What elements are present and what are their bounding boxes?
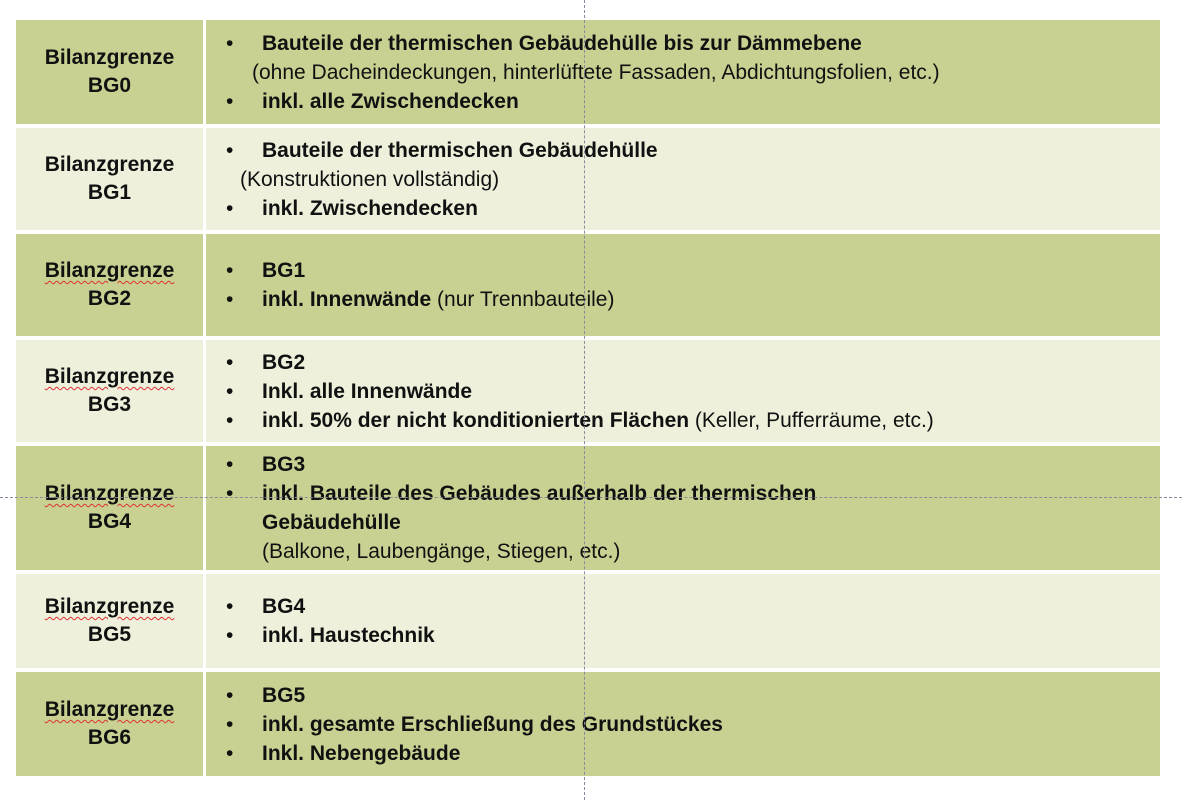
row-label: Bilanzgrenze BG3 bbox=[16, 340, 203, 442]
row-label-title: Bilanzgrenze bbox=[44, 595, 175, 618]
line-bold-text: inkl. Innenwände bbox=[262, 288, 432, 311]
row-label-title: Bilanzgrenze bbox=[44, 365, 175, 388]
bullet-icon: • bbox=[226, 408, 234, 432]
row-label: Bilanzgrenze BG2 bbox=[16, 234, 203, 336]
bullet-icon: • bbox=[226, 482, 234, 505]
description-line: • inkl. Bauteile des Gebäudes außerhalb d… bbox=[226, 479, 1160, 508]
description-line: • BG3 bbox=[226, 450, 1160, 479]
bullet-icon: • bbox=[226, 138, 234, 162]
bullet-icon: • bbox=[226, 453, 234, 476]
line-bold-text: inkl. gesamte Erschließung des Grundstüc… bbox=[262, 712, 723, 736]
table-row: Bilanzgrenze BG0 • Bauteile der thermisch… bbox=[16, 20, 1160, 124]
row-label-code: BG3 bbox=[87, 393, 132, 416]
row-label-title: Bilanzgrenze bbox=[44, 46, 175, 69]
bullet-icon: • bbox=[226, 89, 234, 113]
row-label-code: BG0 bbox=[87, 74, 132, 97]
line-bold-text: BG3 bbox=[262, 453, 306, 476]
line-bold-text: BG2 bbox=[262, 350, 306, 374]
description-line: • inkl. 50% der nicht konditionierten Flä… bbox=[226, 406, 1160, 435]
horizontal-guide-line bbox=[0, 497, 1182, 498]
bullet-icon: • bbox=[226, 595, 234, 618]
line-bold-text: inkl. alle Zwischendecken bbox=[262, 89, 519, 113]
description-line: • inkl. Innenwände (nur Trennbauteile) bbox=[226, 285, 1160, 314]
line-bold-text: BG1 bbox=[262, 259, 306, 282]
row-label-code: BG1 bbox=[87, 181, 132, 204]
description-line: • inkl. gesamte Erschließung des Grundstü… bbox=[226, 710, 1160, 739]
description-line: • inkl. alle Zwischendecken bbox=[226, 87, 1160, 116]
row-description: • BG5 • inkl. gesamte Erschließung des Grun… bbox=[206, 672, 1160, 776]
line-bold-text: BG5 bbox=[262, 683, 306, 707]
table-row: Bilanzgrenze BG2 • BG1 • inkl. Innenwände (… bbox=[16, 234, 1160, 336]
line-bold-text: Bauteile der thermischen Gebäudehülle bbox=[262, 138, 658, 162]
table-row: Bilanzgrenze BG4 • BG3 • inkl. Bauteile des… bbox=[16, 446, 1160, 570]
table-row: Bilanzgrenze BG5 • BG4 • inkl. Haustechnik bbox=[16, 574, 1160, 668]
row-label-title: Bilanzgrenze bbox=[44, 698, 175, 721]
bullet-icon: • bbox=[226, 683, 234, 707]
bullet-icon: • bbox=[226, 350, 234, 374]
vertical-guide-line bbox=[584, 0, 585, 800]
line-bold-text: inkl. Haustechnik bbox=[262, 624, 435, 647]
bullet-icon: • bbox=[226, 31, 234, 55]
description-line: • inkl. Haustechnik bbox=[226, 621, 1160, 650]
description-line: • Bauteile der thermischen Gebäudehülle b… bbox=[226, 29, 1160, 58]
bullet-icon: • bbox=[226, 288, 234, 311]
line-bold-text: BG4 bbox=[262, 595, 306, 618]
line-normal-text: (Balkone, Laubengänge, Stiegen, etc.) bbox=[262, 540, 621, 563]
description-line: Gebäudehülle bbox=[226, 508, 1160, 537]
description-line: • Inkl. Nebengebäude bbox=[226, 739, 1160, 768]
bullet-icon: • bbox=[226, 379, 234, 403]
line-normal-text: (Konstruktionen vollständig) bbox=[240, 167, 500, 191]
line-bold-text: inkl. 50% der nicht konditionierten Fläc… bbox=[262, 408, 690, 432]
line-bold-text: inkl. Bauteile des Gebäudes außerhalb de… bbox=[262, 482, 817, 505]
line-bold-text: Inkl. alle Innenwände bbox=[262, 379, 473, 403]
description-line: • BG4 bbox=[226, 592, 1160, 621]
line-bold-text: Gebäudehülle bbox=[262, 511, 401, 534]
row-label-code: BG4 bbox=[87, 510, 132, 533]
row-label-code: BG2 bbox=[87, 287, 132, 310]
bullet-icon: • bbox=[226, 259, 234, 282]
description-line: (ohne Dacheindeckungen, hinterlüftete Fa… bbox=[226, 58, 1160, 87]
description-line: • Bauteile der thermischen Gebäudehülle bbox=[226, 136, 1160, 165]
description-line: • inkl. Zwischendecken bbox=[226, 194, 1160, 223]
line-normal-text: (ohne Dacheindeckungen, hinterlüftete Fa… bbox=[252, 60, 940, 84]
bullet-icon: • bbox=[226, 624, 234, 647]
row-label-title: Bilanzgrenze bbox=[44, 259, 175, 282]
bullet-icon: • bbox=[226, 196, 234, 220]
row-label-code: BG6 bbox=[87, 726, 132, 749]
row-description: • BG3 • inkl. Bauteile des Gebäudes außerha… bbox=[206, 446, 1160, 570]
description-line: (Konstruktionen vollständig) bbox=[226, 165, 1160, 194]
table-row: Bilanzgrenze BG1 • Bauteile der thermisch… bbox=[16, 128, 1160, 230]
row-label-code: BG5 bbox=[87, 623, 132, 646]
row-label-title: Bilanzgrenze bbox=[44, 153, 175, 176]
bullet-icon: • bbox=[226, 712, 234, 736]
row-label: Bilanzgrenze BG0 bbox=[16, 20, 203, 124]
row-label: Bilanzgrenze BG4 bbox=[16, 446, 203, 570]
table-row: Bilanzgrenze BG6 • BG5 • inkl. gesamte Ersc… bbox=[16, 672, 1160, 776]
description-line: • Inkl. alle Innenwände bbox=[226, 377, 1160, 406]
row-description: • BG1 • inkl. Innenwände (nur Trennbauteile… bbox=[206, 234, 1160, 336]
row-label: Bilanzgrenze BG5 bbox=[16, 574, 203, 668]
row-label-title: Bilanzgrenze bbox=[44, 482, 175, 505]
bullet-icon: • bbox=[226, 741, 234, 765]
description-line: • BG1 bbox=[226, 256, 1160, 285]
row-description: • BG2 • Inkl. alle Innenwände • inkl. 50% der… bbox=[206, 340, 1160, 442]
line-bold-text: inkl. Zwischendecken bbox=[262, 196, 478, 220]
table-row: Bilanzgrenze BG3 • BG2 • Inkl. alle Innenwä… bbox=[16, 340, 1160, 442]
line-bold-text: Inkl. Nebengebäude bbox=[262, 741, 461, 765]
line-normal-text: (Keller, Pufferräume, etc.) bbox=[689, 408, 934, 432]
row-label: Bilanzgrenze BG1 bbox=[16, 128, 203, 230]
row-description: • Bauteile der thermischen Gebäudehülle (K… bbox=[206, 128, 1160, 230]
line-bold-text: Bauteile der thermischen Gebäudehülle bi… bbox=[262, 31, 862, 55]
description-line: • BG2 bbox=[226, 348, 1160, 377]
row-description: • Bauteile der thermischen Gebäudehülle b… bbox=[206, 20, 1160, 124]
description-line: • BG5 bbox=[226, 681, 1160, 710]
row-description: • BG4 • inkl. Haustechnik bbox=[206, 574, 1160, 668]
description-line: (Balkone, Laubengänge, Stiegen, etc.) bbox=[226, 537, 1160, 566]
line-normal-text: (nur Trennbauteile) bbox=[431, 288, 615, 311]
row-label: Bilanzgrenze BG6 bbox=[16, 672, 203, 776]
